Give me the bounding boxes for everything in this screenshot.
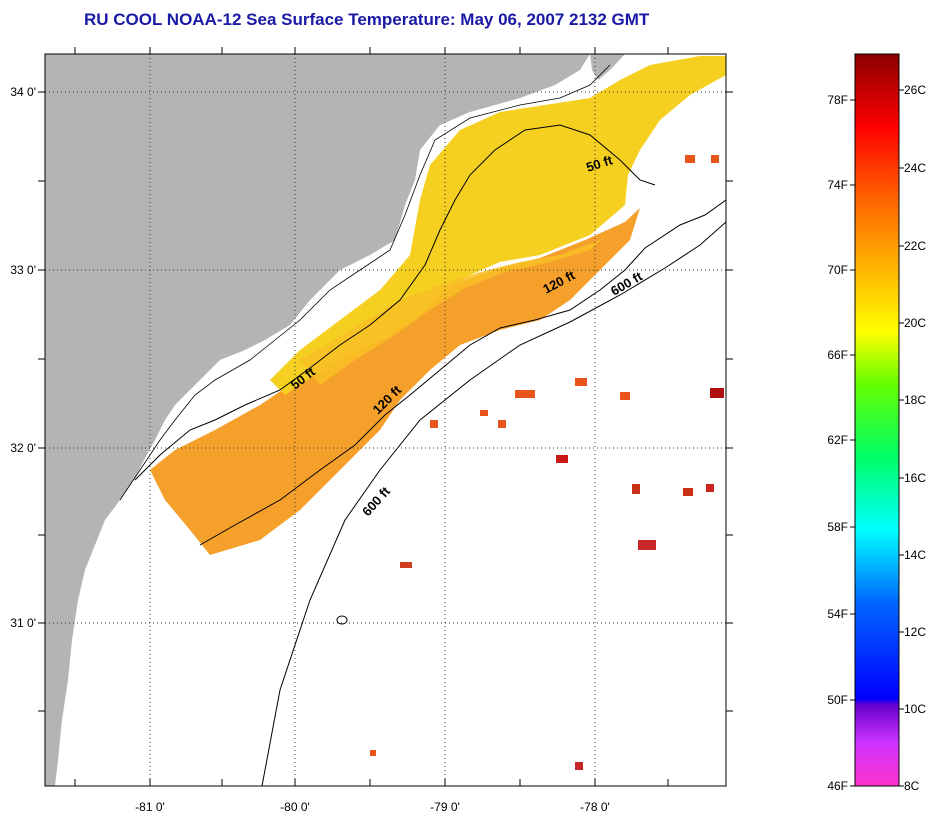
colorbar-f-label: 54F xyxy=(827,607,848,621)
colorbar-c-label: 10C xyxy=(904,702,926,716)
colorbar-f-label: 66F xyxy=(827,348,848,362)
offshore-warm-pixels xyxy=(370,155,724,770)
contour-120ft xyxy=(199,199,726,546)
axis-ticks xyxy=(38,47,733,786)
latitude-labels: 34 0' 33 0' 32 0' 31 0' xyxy=(10,85,36,630)
colorbar-f-label: 74F xyxy=(827,178,848,192)
colorbar-gradient xyxy=(854,53,900,787)
colorbar: 78F 74F 70F 66F 62F 58F 54F 50F 46F 26C … xyxy=(827,53,926,793)
colorbar-c-label: 26C xyxy=(904,83,926,97)
contour-600ft xyxy=(261,221,726,786)
lat-label: 34 0' xyxy=(10,85,36,99)
colorbar-c-label: 14C xyxy=(904,548,926,562)
lat-label: 31 0' xyxy=(10,616,36,630)
colorbar-c-label: 24C xyxy=(904,161,926,175)
colorbar-celsius-labels: 26C 24C 22C 20C 18C 16C 14C 12C 10C 8C xyxy=(904,83,926,793)
colorbar-f-label: 58F xyxy=(827,520,848,534)
colorbar-c-label: 22C xyxy=(904,239,926,253)
colorbar-c-label: 16C xyxy=(904,471,926,485)
colorbar-c-label: 20C xyxy=(904,316,926,330)
colorbar-fahrenheit-labels: 78F 74F 70F 66F 62F 58F 54F 50F 46F xyxy=(827,93,848,793)
lon-label: -80 0' xyxy=(280,800,310,814)
lon-label: -79 0' xyxy=(430,800,460,814)
colorbar-c-label: 18C xyxy=(904,393,926,407)
bathymetry-contours xyxy=(119,64,726,786)
map-title: RU COOL NOAA-12 Sea Surface Temperature:… xyxy=(84,10,650,29)
colorbar-f-label: 78F xyxy=(827,93,848,107)
colorbar-f-label: 46F xyxy=(827,779,848,793)
lon-label: -81 0' xyxy=(135,800,165,814)
colorbar-c-label: 8C xyxy=(904,779,920,793)
transition-water-region xyxy=(300,232,610,385)
lat-label: 33 0' xyxy=(10,263,36,277)
colorbar-f-label: 50F xyxy=(827,693,848,707)
map-frame xyxy=(44,53,727,787)
land-mass xyxy=(45,54,590,786)
colorbar-f-label: 70F xyxy=(827,263,848,277)
warm-water-region xyxy=(150,208,640,555)
colorbar-c-label: 12C xyxy=(904,625,926,639)
colorbar-f-label: 62F xyxy=(827,433,848,447)
lat-label: 32 0' xyxy=(10,441,36,455)
map-content: 50 ft 120 ft 600 ft 50 ft 120 ft 600 ft xyxy=(45,54,726,786)
longitude-labels: -81 0' -80 0' -79 0' -78 0' xyxy=(135,800,610,814)
graticule xyxy=(45,54,726,786)
lon-label: -78 0' xyxy=(580,800,610,814)
contour-50ft xyxy=(134,124,656,481)
coastline-inner xyxy=(119,64,611,501)
